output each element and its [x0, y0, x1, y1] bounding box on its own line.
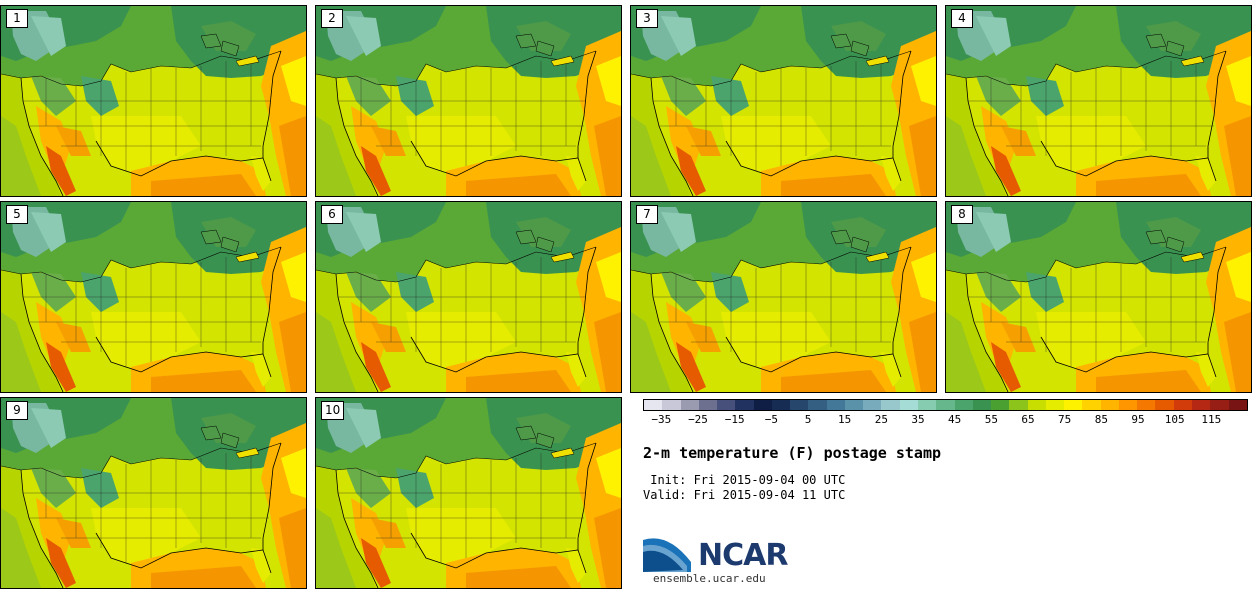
colorbar-swatch: [1009, 400, 1028, 410]
colorbar-swatch: [1045, 400, 1065, 410]
colorbar-swatch: [662, 400, 681, 410]
colorbar-swatch: [881, 400, 900, 410]
page-title: 2-m temperature (F) postage stamp: [643, 444, 942, 462]
temperature-map: [631, 6, 936, 196]
colorbar-tick-label: 25: [874, 413, 888, 426]
colorbar-swatch: [1027, 400, 1046, 410]
colorbar-legend: −35 −25 −15 −5 5 15 25 35 45 55 65 75 85 95 105 115: [643, 399, 1248, 429]
colorbar-swatch: [808, 400, 827, 410]
colorbar-swatch: [644, 400, 663, 410]
map-panel-10: 10: [315, 397, 622, 589]
ncar-logo: NCAR ensemble.ucar.edu: [643, 530, 803, 586]
panel-number-5: 5: [6, 205, 28, 224]
panel-number-1: 1: [6, 9, 28, 28]
colorbar-swatch: [1137, 400, 1156, 410]
colorbar-swatch: [954, 400, 973, 410]
colorbar-swatch: [735, 400, 754, 410]
colorbar-tick-label: −35: [651, 413, 672, 426]
temperature-map: [316, 202, 621, 392]
map-panel-9: 9: [0, 397, 307, 589]
colorbar-swatch: [753, 400, 772, 410]
colorbar-swatch: [790, 400, 809, 410]
colorbar-swatch: [936, 400, 955, 410]
map-panel-8: 8: [945, 201, 1252, 393]
colorbar-swatch: [680, 400, 699, 410]
colorbar-tick-label: 115: [1201, 413, 1222, 426]
colorbar-tick-label: 35: [911, 413, 925, 426]
temperature-map: [316, 6, 621, 196]
valid-time: Valid: Fri 2015-09-04 11 UTC: [643, 488, 846, 502]
panel-number-3: 3: [636, 9, 658, 28]
map-panel-1: 1: [0, 5, 307, 197]
temperature-map: [946, 6, 1251, 196]
colorbar: [643, 399, 1248, 411]
map-panel-3: 3: [630, 5, 937, 197]
temperature-map: [1, 398, 306, 588]
colorbar-swatch: [1155, 400, 1174, 410]
map-panel-7: 7: [630, 201, 937, 393]
colorbar-swatch: [863, 400, 882, 410]
panel-number-6: 6: [321, 205, 343, 224]
temperature-map: [316, 398, 621, 588]
colorbar-swatch: [1118, 400, 1138, 410]
colorbar-tick-label: 15: [838, 413, 852, 426]
colorbar-swatch: [917, 400, 937, 410]
colorbar-swatch: [1064, 400, 1083, 410]
map-panel-2: 2: [315, 5, 622, 197]
colorbar-swatch: [771, 400, 791, 410]
panel-number-9: 9: [6, 401, 28, 420]
temperature-map: [946, 202, 1251, 392]
colorbar-tick-label: −15: [724, 413, 745, 426]
temperature-map: [631, 202, 936, 392]
map-panel-4: 4: [945, 5, 1252, 197]
colorbar-tick-label: −5: [764, 413, 778, 426]
colorbar-swatch: [1210, 400, 1229, 410]
colorbar-swatch: [1100, 400, 1119, 410]
colorbar-swatch: [717, 400, 736, 410]
colorbar-ticks: −35 −25 −15 −5 5 15 25 35 45 55 65 75 85 95 105 115: [643, 413, 1248, 429]
colorbar-swatch: [991, 400, 1010, 410]
colorbar-swatch: [899, 400, 918, 410]
colorbar-tick-label: 45: [948, 413, 962, 426]
colorbar-tick-label: 75: [1058, 413, 1072, 426]
temperature-map: [1, 6, 306, 196]
colorbar-swatch: [1228, 400, 1247, 410]
panel-number-2: 2: [321, 9, 343, 28]
panel-number-7: 7: [636, 205, 658, 224]
ncar-brand: NCAR: [698, 538, 788, 573]
colorbar-tick-label: −25: [688, 413, 708, 426]
ncar-url: ensemble.ucar.edu: [653, 572, 766, 585]
map-panel-6: 6: [315, 201, 622, 393]
colorbar-swatch: [698, 400, 718, 410]
temperature-map: [1, 202, 306, 392]
map-panel-5: 5: [0, 201, 307, 393]
colorbar-swatch: [1173, 400, 1192, 410]
colorbar-tick-label: 95: [1131, 413, 1145, 426]
init-time: Init: Fri 2015-09-04 00 UTC: [643, 473, 846, 487]
colorbar-tick-label: 5: [804, 413, 812, 426]
colorbar-tick-label: 65: [1021, 413, 1035, 426]
colorbar-swatch: [972, 400, 992, 410]
colorbar-tick-label: 85: [1094, 413, 1108, 426]
colorbar-swatch: [826, 400, 845, 410]
colorbar-swatch: [1191, 400, 1211, 410]
colorbar-tick-label: 55: [984, 413, 998, 426]
colorbar-swatch: [1082, 400, 1101, 410]
panel-number-4: 4: [951, 9, 973, 28]
ncar-swoosh-icon: [643, 538, 691, 572]
panel-number-10: 10: [321, 401, 345, 420]
colorbar-swatch: [844, 400, 864, 410]
panel-number-8: 8: [951, 205, 973, 224]
colorbar-tick-label: 105: [1164, 413, 1185, 426]
